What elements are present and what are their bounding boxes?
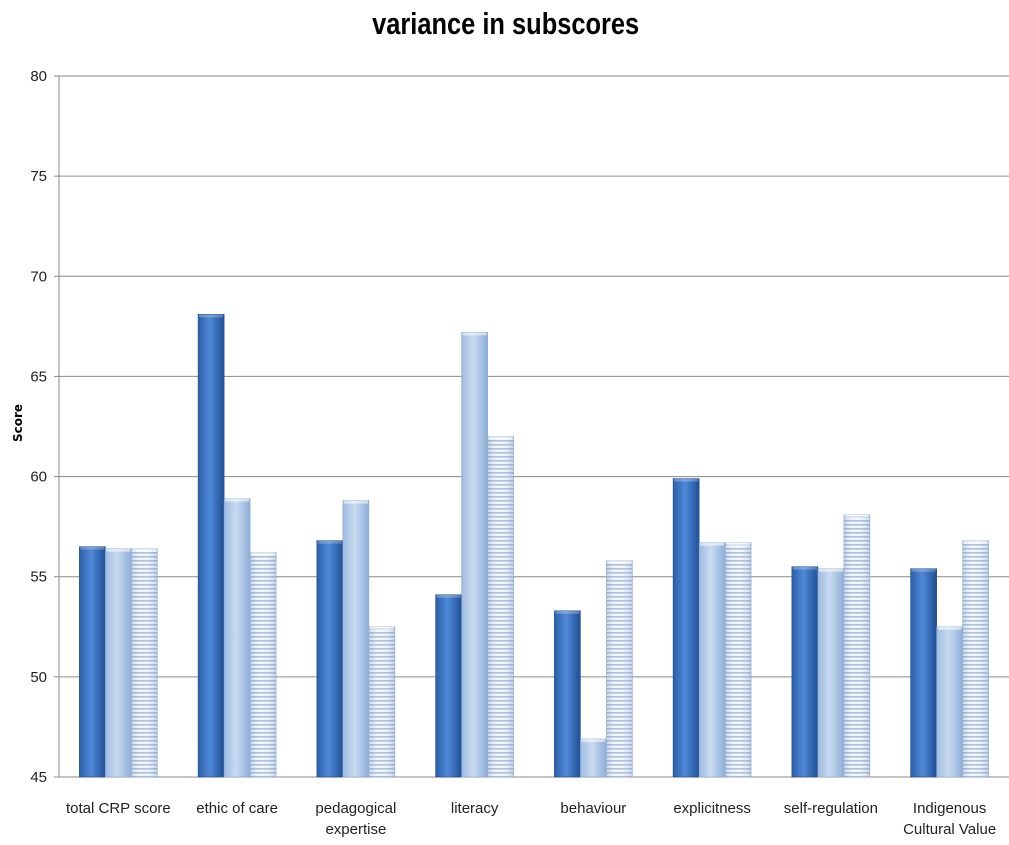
bar-top-highlight xyxy=(911,568,936,572)
bar-top-highlight xyxy=(317,540,342,544)
y-tick-labels: 45 50 55 60 65 70 75 80 xyxy=(30,68,47,786)
bar-top-highlight xyxy=(199,314,224,318)
x-tick-label: Indigenous Cultural Value xyxy=(903,800,996,838)
bar-shade xyxy=(368,626,395,777)
bar-top-highlight xyxy=(726,542,751,546)
chart-title: variance in subscores xyxy=(372,6,640,41)
y-tick-label: 80 xyxy=(30,68,47,85)
bar-series-1-ethic-of-care xyxy=(197,314,225,778)
bar-series-2-explicitness xyxy=(698,542,726,778)
bar-shade xyxy=(962,540,989,777)
bar-top-highlight xyxy=(937,626,962,630)
bar-series-2-behaviour xyxy=(580,738,607,778)
bar-series-2-ethic-of-care xyxy=(223,498,251,778)
bar-series-1-total-crp-score xyxy=(79,546,106,778)
bar-top-highlight xyxy=(462,332,487,336)
bar-series-1-self-regulation xyxy=(791,566,819,778)
y-tick-label: 45 xyxy=(30,769,47,786)
bar-top-highlight xyxy=(963,540,988,544)
y-tick-label: 60 xyxy=(30,469,47,486)
bar-top-highlight xyxy=(106,548,131,552)
bar-series-2-total-crp-score xyxy=(105,548,132,778)
y-tick-label: 50 xyxy=(30,669,47,686)
bar-shade xyxy=(487,436,514,777)
bar-top-highlight xyxy=(343,500,368,504)
bar-top-highlight xyxy=(581,738,606,742)
bar-series-2-self-regulation xyxy=(817,568,845,778)
bar-series-1-pedagogical-expertise xyxy=(316,540,344,778)
x-tick-label: explicitness xyxy=(673,800,751,817)
bar-top-highlight xyxy=(80,546,105,550)
bar-top-highlight xyxy=(555,610,580,614)
x-tick-label: ethic of care xyxy=(196,800,278,817)
y-tick-label: 75 xyxy=(30,168,47,185)
bar-top-highlight xyxy=(792,566,817,570)
x-tick-labels: total CRP score ethic of care pedagogical e… xyxy=(66,800,996,838)
bar-top-highlight xyxy=(818,568,843,572)
bar-top-highlight xyxy=(225,498,250,502)
x-tick-label: pedagogical expertise xyxy=(315,800,396,838)
bar-series-1-literacy xyxy=(435,594,462,778)
bar-top-highlight xyxy=(436,594,461,598)
bar-series-2-literacy xyxy=(461,332,488,778)
x-tick-label: self-regulation xyxy=(784,800,878,817)
y-tick-label: 70 xyxy=(30,268,47,285)
bar-top-highlight xyxy=(700,542,725,546)
x-tick-label: behaviour xyxy=(560,800,626,817)
bar-top-highlight xyxy=(674,478,699,482)
y-tick-label: 55 xyxy=(30,569,47,586)
bars xyxy=(79,314,989,778)
bar-shade xyxy=(250,552,277,777)
bar-top-highlight xyxy=(369,626,394,630)
bar-series-1-explicitness xyxy=(672,478,700,778)
bar-series-1-behaviour xyxy=(554,610,581,778)
bar-top-highlight xyxy=(251,552,276,556)
bar-shade xyxy=(606,560,633,777)
bar-top-highlight xyxy=(132,548,157,552)
bar-top-highlight xyxy=(607,560,632,564)
bar-shade xyxy=(843,514,870,777)
bar-shade xyxy=(131,548,158,777)
y-tick-label: 65 xyxy=(30,368,47,385)
bar-series-1-indigenous-cultural-value xyxy=(910,568,937,778)
bar-top-highlight xyxy=(844,514,869,518)
x-tick-label: total CRP score xyxy=(66,800,171,817)
bar-shade xyxy=(725,542,752,777)
bar-series-2-pedagogical-expertise xyxy=(342,500,370,778)
x-tick-label: literacy xyxy=(451,800,499,817)
bar-series-2-indigenous-cultural-value xyxy=(936,626,963,778)
bar-top-highlight xyxy=(488,436,513,440)
